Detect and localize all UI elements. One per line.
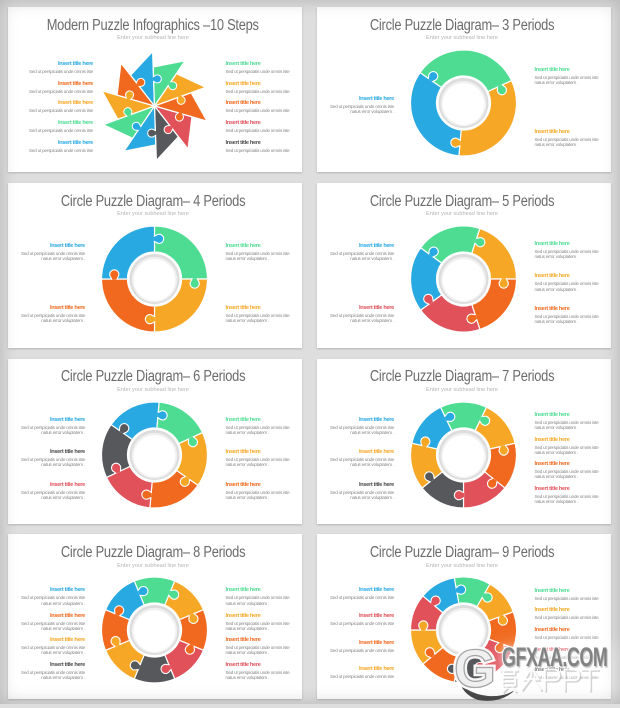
svg-text:G: G	[454, 639, 496, 699]
svg-text:G: G	[454, 639, 496, 699]
